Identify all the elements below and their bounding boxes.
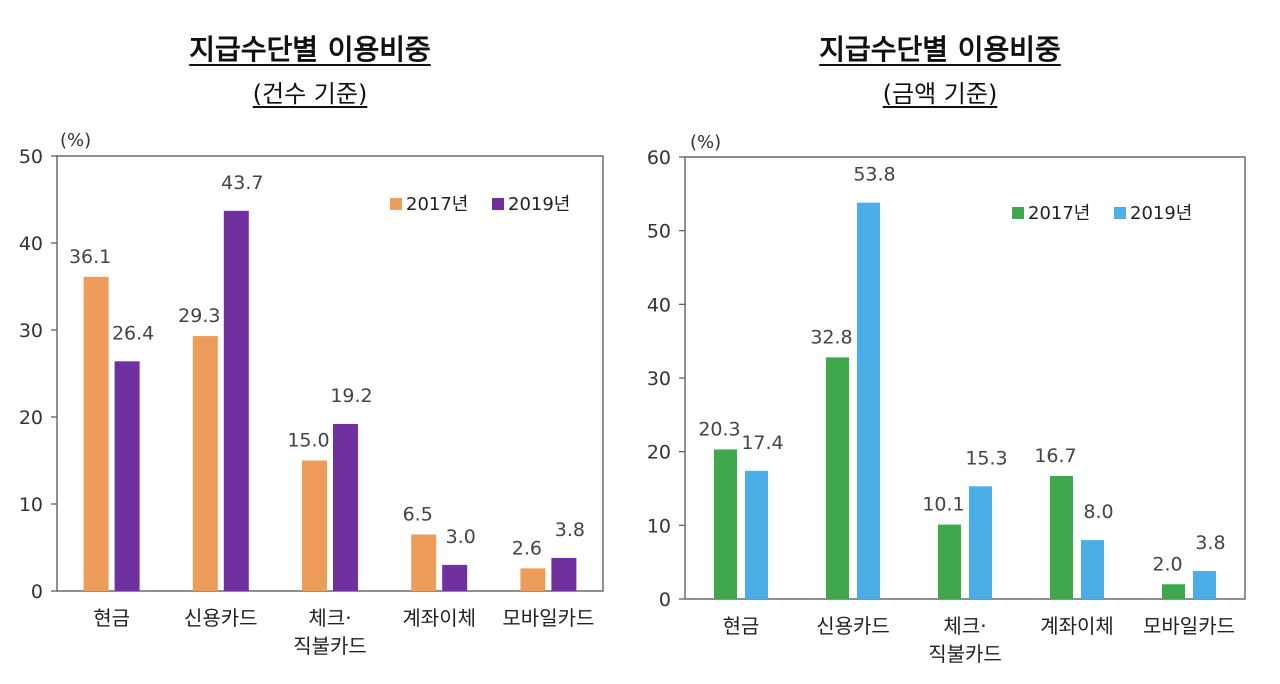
right-data-label: 8.0	[1083, 501, 1113, 523]
left-bar-2017	[302, 460, 327, 591]
left-ytick-label: 30	[19, 320, 43, 342]
right-chart: 0 10 20 30 40 50 60 (%) 20.317.4 현금 32.8 53.8 신용카드 10…	[647, 132, 1246, 666]
right-data-label: 32.8	[810, 326, 852, 348]
left-chart-subtitle: (건수 기준)	[252, 80, 368, 108]
right-data-label: 20.3	[698, 418, 740, 440]
left-bar-2017	[83, 276, 109, 591]
right-data-label: 10.1	[922, 494, 964, 516]
left-bar-2019	[223, 210, 249, 591]
right-ytick-label: 10	[647, 515, 671, 537]
right-data-label: 17.4	[741, 432, 783, 454]
right-category-label: 신용카드	[816, 614, 890, 638]
left-bar-2019	[551, 557, 577, 591]
right-ytick-label: 20	[647, 442, 671, 464]
right-data-label: 15.3	[965, 447, 1007, 469]
right-legend-label: 2017년	[1028, 203, 1090, 224]
left-data-label: 2.6	[512, 537, 542, 559]
left-bar-2019	[114, 361, 140, 591]
right-data-label: 2.0	[1152, 553, 1182, 575]
left-ytick-label: 50	[19, 146, 43, 168]
right-ytick-label: 50	[647, 221, 671, 243]
left-ytick-label: 10	[19, 494, 43, 516]
left-category-label: 모바일카드	[502, 606, 594, 630]
left-data-label: 3.8	[555, 519, 585, 541]
right-category-label: 직불카드	[928, 642, 1002, 666]
right-bar-2019	[745, 470, 768, 599]
left-data-label: 6.5	[403, 503, 433, 525]
right-data-label: 3.8	[1195, 532, 1225, 554]
right-ytick-label: 40	[647, 294, 671, 316]
right-legend-swatch	[1114, 207, 1126, 219]
left-category-label: 계좌이체	[402, 606, 476, 630]
left-data-label: 19.2	[330, 385, 372, 407]
left-data-label: 26.4	[112, 322, 154, 344]
left-data-label: 3.0	[446, 526, 476, 548]
left-category-label: 현금	[93, 606, 130, 630]
left-data-label: 36.1	[69, 246, 111, 268]
right-bar-2019	[969, 486, 992, 599]
left-legend-swatch	[390, 198, 402, 210]
left-bar-2019	[442, 564, 468, 591]
left-ylabel: (%)	[60, 130, 91, 151]
left-chart: 0 10 20 30 40 50 (%) 36.1 26.4 현금 29.3 43.7 신용카드 15.0…	[19, 130, 604, 658]
left-ytick-label: 40	[19, 233, 43, 255]
left-bar-2019	[333, 423, 358, 591]
left-legend-swatch	[492, 198, 504, 210]
left-ytick-label: 20	[19, 407, 43, 429]
right-data-label: 16.7	[1034, 445, 1076, 467]
left-data-label: 29.3	[178, 305, 220, 327]
left-legend-label: 2017년	[406, 194, 468, 215]
left-bar-2017	[520, 568, 546, 591]
right-bar-2017	[826, 357, 849, 599]
left-data-label: 43.7	[221, 172, 263, 194]
left-bar-2017	[192, 336, 218, 591]
right-chart-title: 지급수단별 이용비중	[819, 33, 1061, 66]
right-bar-2017	[1162, 584, 1185, 599]
left-category-label: 체크·	[308, 606, 351, 630]
right-category-label: 모바일카드	[1143, 614, 1235, 638]
right-bar-2019	[857, 202, 880, 599]
left-chart-title: 지급수단별 이용비중	[189, 33, 431, 66]
right-ytick-label: 30	[647, 368, 671, 390]
right-ytick-label: 60	[647, 147, 671, 169]
left-plot-frame	[56, 155, 604, 592]
left-data-label: 15.0	[287, 430, 329, 452]
right-data-label: 53.8	[853, 164, 895, 186]
right-category-label: 현금	[723, 614, 760, 638]
right-ytick-label: 0	[659, 589, 671, 611]
left-category-label: 신용카드	[184, 606, 258, 630]
right-bar-2019	[1193, 571, 1216, 599]
left-ytick-label: 0	[31, 581, 43, 603]
right-chart-subtitle: (금액 기준)	[882, 80, 998, 108]
right-bar-2019	[1081, 540, 1104, 599]
right-legend-swatch	[1012, 207, 1024, 219]
left-category-label: 직불카드	[293, 634, 367, 658]
right-bar-2017	[938, 524, 961, 599]
right-category-label: 계좌이체	[1040, 614, 1114, 638]
right-plot-frame	[684, 156, 1246, 600]
right-ylabel: (%)	[690, 132, 721, 153]
left-legend-label: 2019년	[508, 194, 570, 215]
right-legend-label: 2019년	[1130, 203, 1192, 224]
left-bar-2017	[411, 534, 437, 591]
right-category-label: 체크·	[943, 614, 986, 638]
right-bar-2017	[1050, 475, 1073, 599]
right-bar-2017	[714, 449, 737, 599]
